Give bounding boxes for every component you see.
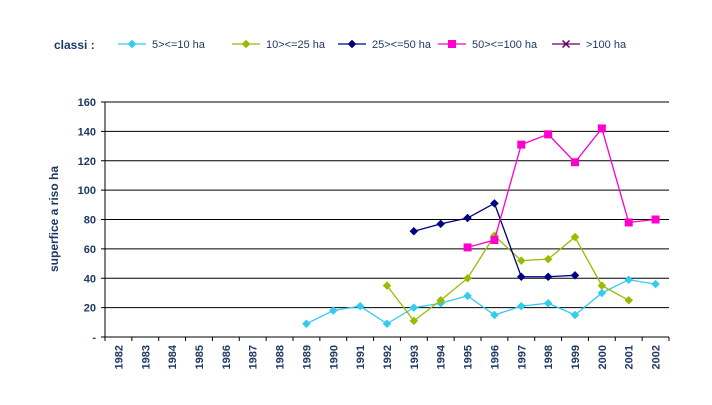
data-point <box>543 272 553 282</box>
data-point <box>382 281 392 290</box>
legend-item: >100 ha <box>552 39 627 51</box>
data-point <box>651 215 660 224</box>
data-point <box>463 213 472 223</box>
x-tick-label: 1992 <box>382 345 394 369</box>
data-point <box>328 306 338 315</box>
series-line <box>306 279 656 325</box>
y-axis-label: superfice a riso ha <box>47 166 61 272</box>
legend-marker <box>127 39 137 49</box>
data-point <box>463 243 472 252</box>
x-tick-label: 1991 <box>355 345 367 369</box>
x-tick-label: 1988 <box>275 345 287 369</box>
legend-item: 25><=50 ha <box>338 39 432 51</box>
data-point <box>597 281 607 290</box>
legend-label: 50><=100 ha <box>472 39 538 51</box>
x-tick-label: 2001 <box>624 345 636 369</box>
plot-area: - 20 40 60 80 100 120 140 160 1982 1983 1984 1985 198… <box>78 97 670 369</box>
legend-label: 5><=10 ha <box>152 39 206 51</box>
x-tick-label: 1994 <box>436 344 448 369</box>
x-tick-label: 2000 <box>597 345 609 369</box>
data-point <box>463 273 472 283</box>
x-tick-label: 1997 <box>516 345 528 369</box>
legend-item: 5><=10 ha <box>118 39 206 51</box>
data-point <box>624 295 634 305</box>
data-point <box>570 310 580 320</box>
data-point <box>571 158 579 167</box>
data-point <box>463 291 472 301</box>
legend-marker <box>448 40 456 48</box>
data-point <box>490 198 499 208</box>
x-tick-label: 1990 <box>328 345 340 369</box>
y-tick-label: - <box>92 332 96 344</box>
y-tick-label: 160 <box>78 97 96 109</box>
x-tick-label: 2002 <box>651 345 663 369</box>
data-point <box>409 303 419 312</box>
data-point <box>543 298 553 308</box>
x-tick-label: 1987 <box>248 345 260 369</box>
series-1 <box>302 275 660 329</box>
data-point <box>516 272 526 282</box>
data-point <box>517 140 526 149</box>
x-tick-label: 1986 <box>221 345 233 369</box>
y-tick-label: 100 <box>78 185 96 197</box>
legend-label: >100 ha <box>586 39 627 51</box>
data-point <box>302 319 311 329</box>
y-tick-label: 140 <box>78 126 96 138</box>
series-4 <box>463 124 660 252</box>
data-point <box>409 316 419 326</box>
x-tick-label: 1989 <box>301 345 313 369</box>
data-point <box>651 279 660 289</box>
data-point <box>355 301 365 311</box>
data-point <box>543 254 553 264</box>
data-point <box>570 270 580 280</box>
legend: 5><=10 ha 10><=25 ha 25><=50 ha 50><=100 ha… <box>118 39 627 51</box>
data-point <box>490 310 499 320</box>
data-point <box>490 236 499 245</box>
legend-item: 50><=100 ha <box>438 39 538 51</box>
data-point <box>624 218 633 227</box>
x-tick-label: 1995 <box>463 345 475 369</box>
x-tick-label: 1982 <box>113 345 125 369</box>
legend-label: 25><=50 ha <box>372 39 432 51</box>
data-point <box>570 232 580 242</box>
y-tick-label: 60 <box>84 244 96 256</box>
y-tick-label: 120 <box>78 156 96 168</box>
legend-marker <box>561 39 571 49</box>
series-line <box>467 127 656 249</box>
legend-marker <box>347 39 357 49</box>
data-point <box>597 288 607 298</box>
data-point <box>516 301 526 311</box>
data-point <box>436 219 446 229</box>
x-tick-label: 1985 <box>194 345 206 369</box>
data-point <box>382 319 392 329</box>
y-tick-label: 40 <box>84 273 96 285</box>
data-point <box>624 275 634 285</box>
x-tick-label: 1983 <box>140 345 152 369</box>
series-3 <box>409 198 580 282</box>
data-point <box>436 295 446 305</box>
legend-label: 10><=25 ha <box>266 39 326 51</box>
y-tick-label: 20 <box>84 303 96 315</box>
x-tick-label: 1999 <box>570 345 582 369</box>
y-tick-label: 80 <box>84 215 96 227</box>
x-tick-label: 1998 <box>543 345 555 369</box>
data-point <box>597 124 606 133</box>
data-point <box>409 226 419 236</box>
data-point <box>516 256 526 265</box>
marker-stroke <box>561 39 571 49</box>
legend-item: 10><=25 ha <box>232 39 326 51</box>
x-tick-label: 1984 <box>167 344 179 369</box>
data-point <box>544 130 553 139</box>
legend-title: classi : <box>54 38 95 52</box>
axes: - 20 40 60 80 100 120 140 160 1982 1983 1984 1985 198… <box>78 97 670 369</box>
x-tick-label: 1996 <box>489 345 501 369</box>
series-layer <box>302 124 660 329</box>
x-tick-label: 1993 <box>409 345 421 369</box>
series-line <box>386 234 630 322</box>
legend-marker <box>241 39 251 49</box>
